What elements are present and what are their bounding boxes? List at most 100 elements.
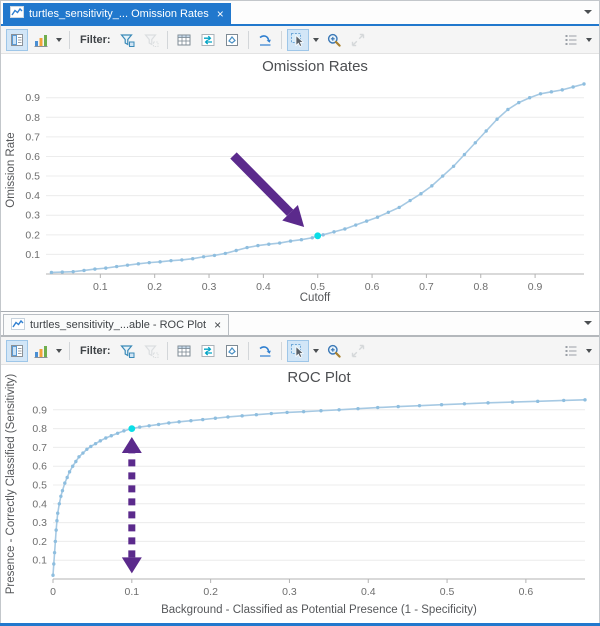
omission-chart-area: Omission Rates Omission Rate Cutoff 0.1 0…: [1, 54, 599, 311]
chart-list-button[interactable]: [560, 340, 582, 362]
x-axis-title: Cutoff: [299, 292, 331, 304]
list-icon: [565, 34, 577, 45]
svg-text:0.8: 0.8: [32, 423, 47, 435]
svg-text:0.1: 0.1: [93, 281, 108, 293]
svg-text:0.2: 0.2: [203, 586, 218, 598]
magnifier-plus-icon: [327, 344, 341, 358]
select-in-chart-button[interactable]: [221, 340, 243, 362]
selection-box-icon: [225, 33, 238, 46]
switch-selection-button[interactable]: [197, 29, 219, 51]
chart-list-dropdown-caret[interactable]: [586, 348, 592, 353]
list-icon: [565, 345, 577, 356]
tabstrip-omission: turtles_sensitivity_... Omission Rates ×: [1, 1, 599, 24]
refresh-chart-button[interactable]: [254, 29, 276, 51]
chart-list-dropdown-caret[interactable]: [586, 37, 592, 42]
select-tool-dropdown-caret[interactable]: [312, 37, 319, 42]
omission-chart-canvas[interactable]: 0.1 0.2 0.3 0.4 0.5 0.6 0.7 0.8 0.9 0.1 0.2 0.3 0.4 0…: [1, 54, 599, 311]
tab-title: turtles_sensitivity_... Omission Rates: [29, 7, 209, 20]
toolbar-separator: [69, 30, 70, 49]
chart-type-button[interactable]: [30, 340, 52, 362]
expand-arrows-icon: [351, 33, 364, 46]
svg-text:0.2: 0.2: [32, 536, 47, 548]
table-icon: [177, 34, 191, 45]
roc-chart-canvas[interactable]: 0.1 0.2 0.3 0.4 0.5 0.6 0.7 0.8 0.9 0 0.1 0.2 0.3 0.4…: [1, 365, 599, 623]
select-tool-button[interactable]: [286, 339, 309, 362]
svg-text:0.5: 0.5: [310, 281, 325, 293]
svg-text:0.1: 0.1: [25, 249, 40, 261]
refresh-chart-button[interactable]: [254, 340, 276, 362]
svg-text:0.4: 0.4: [32, 498, 47, 510]
toolbar-separator: [69, 341, 70, 360]
selection-box-icon: [225, 344, 238, 357]
svg-text:0.6: 0.6: [32, 461, 47, 473]
bar-chart-icon: [34, 34, 48, 47]
switch-selection-button[interactable]: [197, 340, 219, 362]
tab-omission-rates[interactable]: turtles_sensitivity_... Omission Rates ×: [3, 3, 231, 24]
chart-list-button[interactable]: [560, 29, 582, 51]
tab-title: turtles_sensitivity_...able - ROC Plot: [30, 319, 207, 331]
chart-properties-button[interactable]: [6, 339, 28, 362]
chart-type-dropdown-caret[interactable]: [56, 348, 62, 353]
bar-chart-icon: [34, 345, 48, 358]
select-tool-dropdown-caret[interactable]: [312, 348, 319, 353]
svg-text:0: 0: [50, 586, 56, 598]
select-tool-button[interactable]: [286, 28, 309, 51]
table-icon: [177, 345, 191, 356]
filter-selection-icon: [119, 344, 135, 358]
chart-title: ROC Plot: [287, 369, 351, 386]
svg-text:0.9: 0.9: [32, 404, 47, 416]
svg-text:0.2: 0.2: [147, 281, 162, 293]
select-in-chart-button[interactable]: [221, 29, 243, 51]
pane-menu-chevron-icon[interactable]: [584, 10, 592, 14]
svg-text:0.5: 0.5: [25, 171, 40, 183]
full-extent-button[interactable]: [347, 29, 369, 51]
chart-type-dropdown-caret[interactable]: [56, 37, 62, 42]
toolbar-separator: [280, 30, 282, 49]
filter-selection-icon: [119, 33, 135, 47]
pointer-select-icon: [290, 32, 304, 47]
svg-text:0.2: 0.2: [25, 229, 40, 241]
filter-extent-icon: [143, 344, 159, 358]
filter-by-extent-button[interactable]: [140, 29, 162, 51]
show-table-button[interactable]: [173, 29, 195, 51]
filter-by-extent-button[interactable]: [140, 340, 162, 362]
chart-toolbar: Filter:: [1, 26, 599, 54]
tab-roc-plot[interactable]: turtles_sensitivity_...able - ROC Plot ×: [3, 314, 230, 335]
close-icon[interactable]: ×: [216, 6, 224, 21]
svg-text:0.3: 0.3: [282, 586, 297, 598]
x-axis-title: Background - Classified as Potential Pre…: [161, 604, 477, 616]
svg-text:0.9: 0.9: [25, 92, 40, 104]
filter-by-selection-button[interactable]: [116, 29, 138, 51]
svg-text:0.3: 0.3: [32, 517, 47, 529]
chart-title: Omission Rates: [262, 58, 368, 75]
show-table-button[interactable]: [173, 340, 195, 362]
chart-properties-icon: [11, 344, 23, 357]
svg-text:0.5: 0.5: [440, 586, 455, 598]
chart-type-button[interactable]: [30, 29, 52, 51]
svg-text:0.4: 0.4: [361, 586, 376, 598]
zoom-tool-button[interactable]: [323, 29, 345, 51]
close-icon[interactable]: ×: [214, 318, 222, 332]
svg-text:0.4: 0.4: [25, 190, 40, 202]
line-chart-icon: [10, 6, 24, 21]
svg-text:0.4: 0.4: [256, 281, 271, 293]
toolbar-separator: [247, 30, 249, 49]
zoom-tool-button[interactable]: [323, 340, 345, 362]
svg-text:0.7: 0.7: [32, 442, 47, 454]
refresh-arrow-icon: [259, 34, 271, 46]
svg-text:0.3: 0.3: [202, 281, 217, 293]
pane-menu-chevron-icon[interactable]: [584, 321, 592, 325]
chart-properties-button[interactable]: [6, 28, 28, 51]
chart-toolbar: Filter:: [1, 337, 599, 365]
switch-selection-icon: [201, 344, 215, 357]
filter-by-selection-button[interactable]: [116, 340, 138, 362]
switch-selection-icon: [201, 33, 215, 46]
filter-label: Filter:: [80, 33, 111, 46]
toolbar-right-group: [560, 29, 594, 51]
refresh-arrow-icon: [259, 345, 271, 357]
full-extent-button[interactable]: [347, 340, 369, 362]
svg-text:0.6: 0.6: [519, 586, 534, 598]
chart-properties-icon: [11, 33, 23, 46]
panel-omission-rates: turtles_sensitivity_... Omission Rates ×…: [0, 0, 600, 311]
tabstrip-roc: turtles_sensitivity_...able - ROC Plot ×: [1, 312, 599, 335]
